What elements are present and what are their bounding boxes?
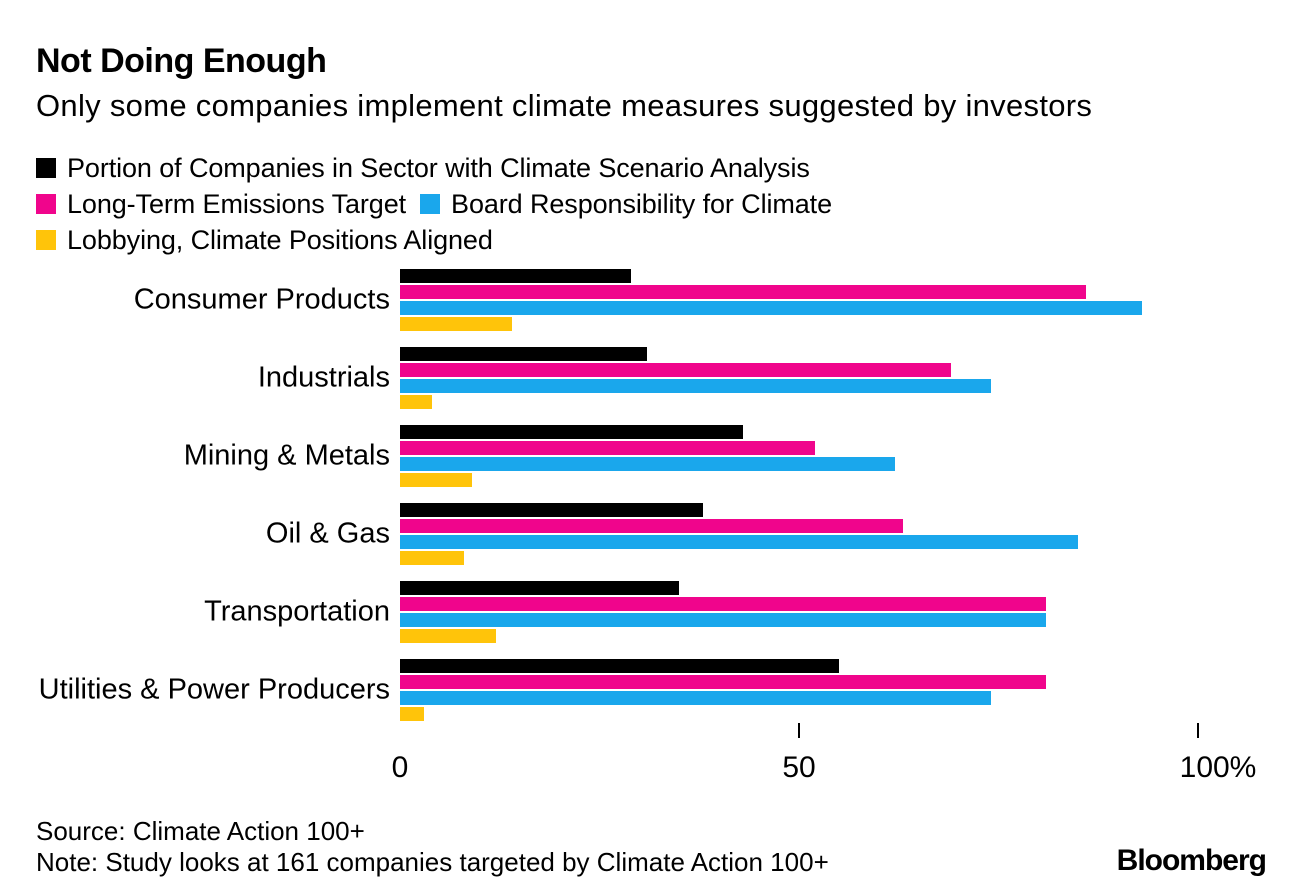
category-label-oil-gas: Oil & Gas [265, 517, 390, 550]
category-label-industrials: Industrials [257, 361, 390, 394]
bar-group-oil-gas: Oil & Gas [266, 503, 1198, 565]
bar-portion-of-companies [400, 269, 632, 283]
category-label-transportation: Transportation [204, 595, 390, 628]
legend: Portion of Companies in Sector with Clim… [36, 150, 832, 258]
bar-board-responsibility-for [400, 691, 991, 705]
bar-chart: Consumer Products Industrials Mining & Met… [39, 269, 1198, 737]
page-subtitle: Only some companies implement climate me… [36, 88, 1093, 123]
bar-portion-of-companies [400, 503, 704, 517]
axis-tick-100 [1197, 723, 1199, 738]
legend-row: Lobbying, Climate Positions Aligned [36, 222, 832, 258]
legend-item-emissions-target: Long-Term Emissions Target [36, 189, 406, 220]
source-text: Source: Climate Action 100+ [36, 816, 365, 846]
axis-tick-50 [798, 723, 800, 738]
bar-board-responsibility-for [400, 535, 1079, 549]
legend-label-board-responsibility: Board Responsibility for Climate [451, 188, 833, 219]
black-swatch-icon [36, 158, 56, 178]
bar-group-transportation: Transportation [204, 581, 1198, 643]
bar-lobbying-climate-positions [400, 395, 432, 409]
legend-row: Portion of Companies in Sector with Clim… [36, 150, 832, 186]
bar-long-term-emissions [400, 363, 951, 377]
bar-group-utilities-power-producers: Utilities & Power Producers [39, 659, 1198, 721]
bar-lobbying-climate-positions [400, 551, 464, 565]
bar-group-mining-metals: Mining & Metals [184, 425, 1198, 487]
pink-swatch-icon [36, 194, 56, 214]
bar-long-term-emissions [400, 675, 1047, 689]
legend-item-lobbying-aligned: Lobbying, Climate Positions Aligned [36, 225, 493, 256]
bar-lobbying-climate-positions [400, 707, 424, 721]
category-label-consumer-products: Consumer Products [133, 283, 390, 316]
bar-lobbying-climate-positions [400, 473, 472, 487]
axis-tick-label-0: 0 [391, 751, 409, 784]
bar-long-term-emissions [400, 519, 903, 533]
bloomberg-logo: Bloomberg [1116, 844, 1267, 877]
bar-lobbying-climate-positions [400, 317, 512, 331]
bar-group-industrials: Industrials [258, 347, 1198, 409]
legend-item-scenario-analysis: Portion of Companies in Sector with Clim… [36, 153, 810, 184]
legend-item-board-responsibility: Board Responsibility for Climate [420, 189, 832, 220]
bar-long-term-emissions [400, 441, 815, 455]
category-label-mining-metals: Mining & Metals [183, 439, 390, 472]
legend-label-emissions-target: Long-Term Emissions Target [67, 188, 407, 219]
legend-row: Long-Term Emissions Target Board Respons… [36, 186, 832, 222]
bar-portion-of-companies [400, 659, 839, 673]
axis-tick-label-100: 100% [1179, 751, 1257, 784]
bar-portion-of-companies [400, 581, 680, 595]
bar-group-consumer-products: Consumer Products [134, 269, 1198, 331]
bar-long-term-emissions [400, 285, 1087, 299]
blue-swatch-icon [420, 194, 441, 214]
bar-board-responsibility-for [400, 613, 1047, 627]
bar-lobbying-climate-positions [400, 629, 496, 643]
axis-tick-label-50: 50 [782, 751, 816, 784]
yellow-swatch-icon [36, 230, 56, 250]
legend-label-scenario-analysis: Portion of Companies in Sector with Clim… [67, 152, 810, 183]
note-text: Note: Study looks at 161 companies targe… [36, 847, 829, 877]
x-axis: 0 50 100% [392, 723, 1256, 793]
bar-board-responsibility-for [400, 379, 991, 393]
bar-board-responsibility-for [400, 301, 1143, 315]
bar-portion-of-companies [400, 425, 744, 439]
bar-board-responsibility-for [400, 457, 895, 471]
category-label-utilities-power-producers: Utilities & Power Producers [38, 673, 390, 706]
bar-portion-of-companies [400, 347, 648, 361]
bar-long-term-emissions [400, 597, 1047, 611]
page-title: Not Doing Enough [36, 42, 327, 80]
legend-label-lobbying-aligned: Lobbying, Climate Positions Aligned [67, 224, 493, 255]
